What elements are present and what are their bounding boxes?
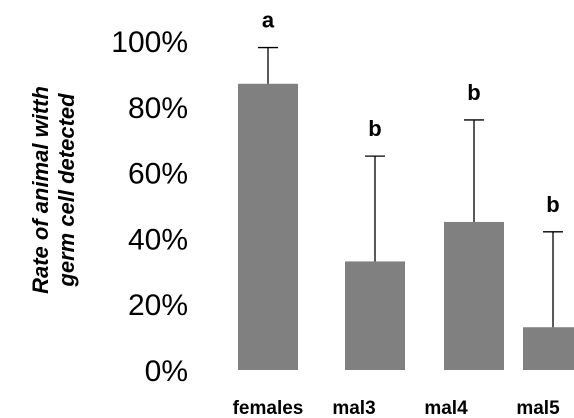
- bar-females: [238, 83, 298, 371]
- y-axis-label-line-1: Rate of animal witth: [28, 86, 53, 294]
- x-tick-label-mal5: mal5: [516, 398, 560, 418]
- x-axis-ticks: females mal3 mal4 mal5: [233, 398, 560, 418]
- bar-mal4: [444, 221, 504, 370]
- bar-mal3: [345, 261, 405, 370]
- y-axis-label-line-2: germ cell detected: [54, 93, 79, 288]
- y-tick-label: 80%: [128, 92, 188, 125]
- y-axis-label: Rate of animal witth germ cell detected: [28, 86, 79, 294]
- y-tick-label: 0%: [145, 355, 188, 388]
- y-tick-label: 20%: [128, 289, 188, 322]
- y-axis-ticks: 0% 20% 40% 60% 80% 100%: [111, 26, 188, 388]
- error-bars: [258, 46, 563, 328]
- significance-letter-mal5: b: [546, 192, 559, 217]
- x-tick-label-mal3: mal3: [332, 398, 375, 418]
- significance-letters: a b b b: [262, 8, 560, 217]
- bars: [238, 83, 574, 371]
- significance-letter-mal3: b: [368, 116, 381, 141]
- y-tick-label: 60%: [128, 158, 188, 191]
- y-tick-label: 40%: [128, 223, 188, 256]
- x-tick-label-mal4: mal4: [424, 398, 468, 418]
- y-tick-label: 100%: [111, 26, 188, 59]
- bar-mal5: [523, 327, 574, 370]
- significance-letter-females: a: [262, 8, 275, 33]
- significance-letter-mal4: b: [467, 80, 480, 105]
- x-tick-label-females: females: [233, 398, 304, 418]
